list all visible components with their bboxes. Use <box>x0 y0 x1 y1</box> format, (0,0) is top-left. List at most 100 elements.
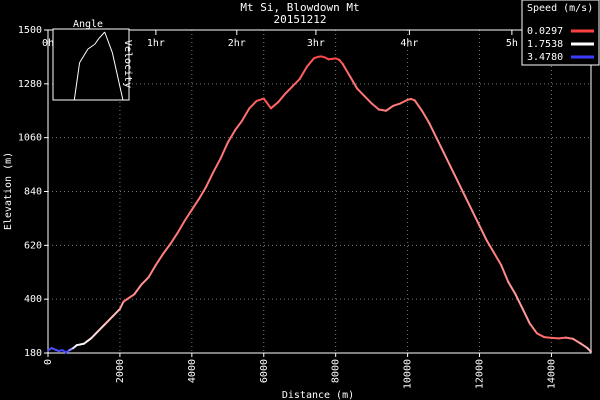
elevation-segment <box>514 293 524 310</box>
elevation-segment <box>377 108 388 112</box>
elevation-segment <box>392 102 402 107</box>
elevation-segment <box>82 337 93 345</box>
elevation-segment <box>521 307 531 325</box>
elevation-segment <box>90 329 100 340</box>
elevation-segment <box>118 300 125 310</box>
elevation-segment <box>212 157 222 173</box>
y-tick-label: 840 <box>24 187 42 198</box>
elevation-segment <box>183 208 193 222</box>
y-axis: 180 400 620 840 1060 1280 1500 <box>18 25 48 359</box>
elevation-segment <box>557 336 567 340</box>
elevation-segment <box>478 224 488 242</box>
inset-segment <box>111 52 124 101</box>
elevation-segment <box>176 219 186 235</box>
elevation-segment <box>298 65 308 80</box>
y-tick-label: 1280 <box>18 79 42 90</box>
inset-panel: Angle Velocity <box>52 19 133 101</box>
elevation-segment <box>564 336 575 340</box>
elevation-segment <box>147 263 157 279</box>
chart-subtitle: 20151212 <box>274 13 327 26</box>
elevation-segment <box>349 75 359 90</box>
elevation-segment <box>198 185 208 200</box>
x-axis: 0 2000 4000 6000 8000 10000 12000 14000 <box>43 353 557 389</box>
elevation-segment <box>399 98 409 105</box>
elevation-segment <box>385 104 395 112</box>
y-tick-label: 180 <box>24 348 42 359</box>
elevation-segment <box>169 232 179 246</box>
chart-title: Mt Si, Blowdown Mt <box>240 1 359 14</box>
x-tick-label: 4000 <box>187 359 198 383</box>
time-tick-label: 2hr <box>228 38 246 49</box>
y-tick-label: 400 <box>24 294 42 305</box>
time-tick-label: 3hr <box>307 38 325 49</box>
x-tick-label: 10000 <box>403 359 414 389</box>
elevation-segment <box>500 263 510 284</box>
elevation-segment <box>226 129 236 144</box>
elevation-segment <box>471 210 481 227</box>
inset-frame <box>52 28 130 101</box>
inset-segment <box>73 62 81 101</box>
elevation-segment <box>262 97 272 110</box>
elevation-segment <box>205 170 215 188</box>
elevation-segment <box>492 251 503 266</box>
x-axis-label: Distance (m) <box>282 390 354 400</box>
inset-segment <box>94 38 100 45</box>
elevation-segment <box>413 99 423 112</box>
elevation-segment <box>507 281 517 296</box>
elevation-segment <box>255 97 265 102</box>
legend-label: 1.7538 <box>527 39 563 50</box>
elevation-segment <box>284 85 294 95</box>
elevation-segment <box>190 197 201 211</box>
inset-curve <box>73 31 124 101</box>
elevation-segment <box>219 141 229 160</box>
legend-label: 0.0297 <box>527 26 563 37</box>
elevation-segment <box>485 239 495 254</box>
y-tick-label: 1060 <box>18 133 42 144</box>
elevation-segment <box>291 77 301 88</box>
elevation-segment <box>50 347 60 353</box>
elevation-segment <box>543 336 553 339</box>
time-tick-label: 5h <box>506 38 518 49</box>
x-tick-label: 8000 <box>331 359 342 383</box>
x-tick-label: 0 <box>43 359 54 365</box>
elevation-segment <box>528 322 539 335</box>
inset-y-label: Velocity <box>122 40 133 88</box>
elevation-segment <box>140 276 150 286</box>
time-tick-label: 0h <box>42 38 54 49</box>
legend-entries: 0.0297 1.7538 3.4780 <box>527 26 594 63</box>
time-tick-label: 4hr <box>400 38 418 49</box>
inset-title: Angle <box>73 19 103 30</box>
elevation-segment <box>269 101 280 110</box>
elevation-segment <box>248 99 258 110</box>
inset-segment <box>79 48 89 63</box>
elevation-segment <box>586 347 592 353</box>
legend: Speed (m/s) 0.0297 1.7538 3.4780 <box>521 0 600 66</box>
x-tick-label: 12000 <box>475 359 486 389</box>
x-tick-label: 2000 <box>115 359 126 383</box>
time-tick-label: 1hr <box>147 38 165 49</box>
inset-segment <box>98 31 106 40</box>
legend-label: 3.4780 <box>527 52 563 63</box>
elevation-segment <box>449 166 459 183</box>
elevation-segment <box>579 342 589 350</box>
elevation-segment <box>241 107 251 122</box>
elevation-segment <box>305 57 316 68</box>
elevation-line <box>47 55 592 354</box>
elevation-segment <box>277 92 287 104</box>
elevation-segment <box>111 307 121 318</box>
y-tick-label: 1500 <box>18 25 42 36</box>
elevation-segment <box>233 119 244 132</box>
y-axis-label: Elevation (m) <box>3 152 14 230</box>
legend-title: Speed (m/s) <box>527 3 593 14</box>
x-tick-label: 14000 <box>546 359 557 389</box>
time-axis: 0h 1hr 2hr 3hr 4hr 5h <box>42 30 518 49</box>
elevation-segment <box>442 151 452 169</box>
elevation-segment <box>356 87 366 98</box>
x-tick-label: 6000 <box>259 359 270 383</box>
elevation-segment <box>133 283 143 296</box>
elevation-segment <box>162 243 172 255</box>
inset-segment <box>104 31 113 53</box>
elevation-segment <box>420 109 431 124</box>
elevation-segment <box>341 63 352 78</box>
elevation-segment <box>536 332 546 339</box>
